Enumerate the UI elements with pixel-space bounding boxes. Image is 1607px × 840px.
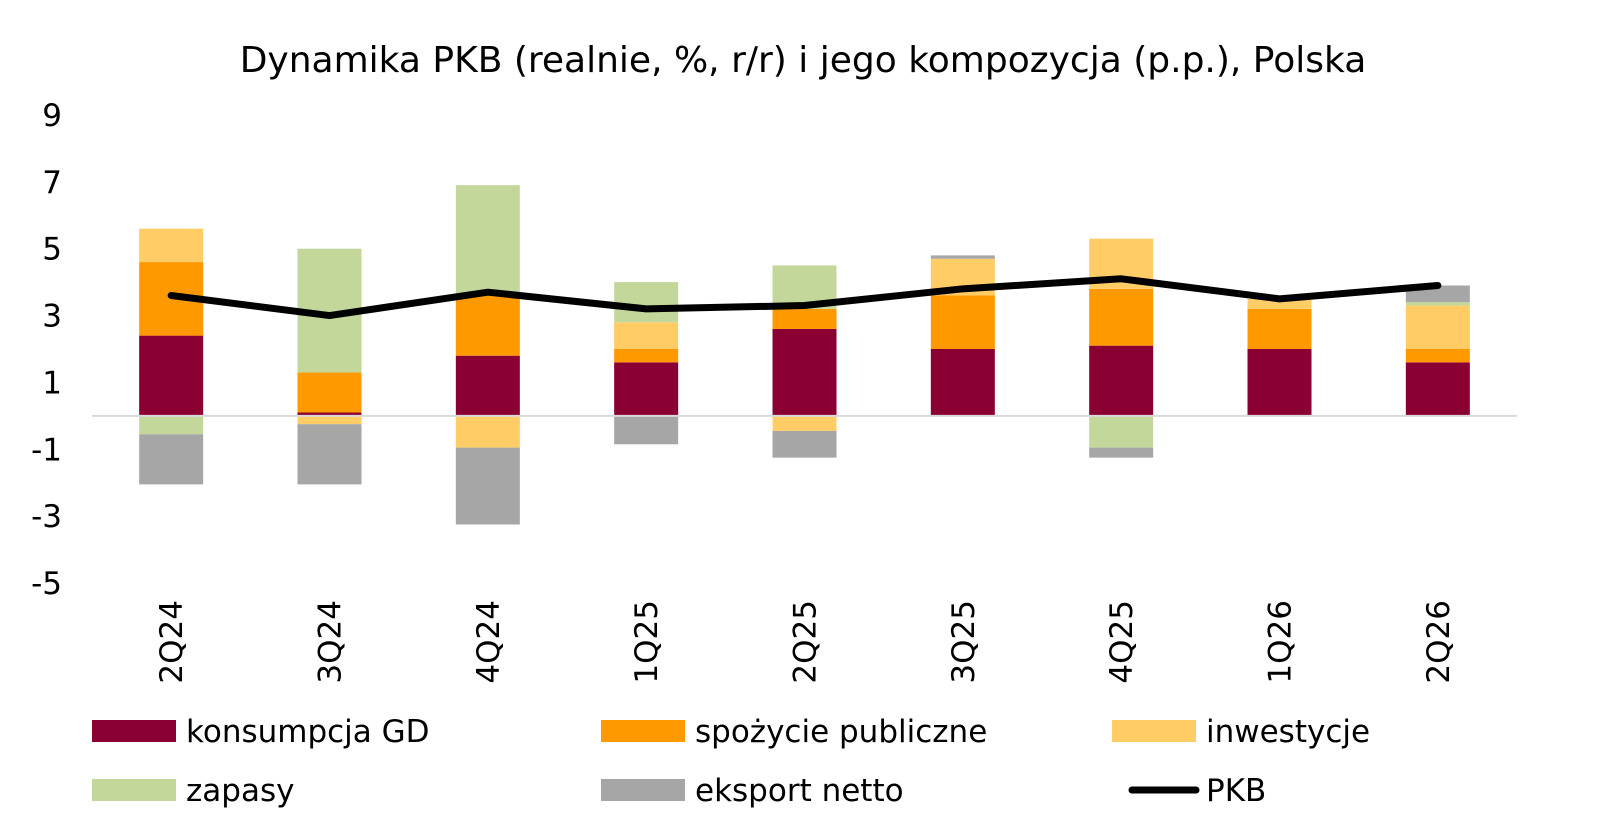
point-pkb-4q24 xyxy=(487,291,489,293)
point-pkb-2q25 xyxy=(804,305,805,307)
y-tick-label: -3 xyxy=(31,499,62,535)
legend-item-zapasy: zapasy xyxy=(92,773,294,809)
bar-eksport-netto-3q25 xyxy=(930,255,995,259)
bar-eksport-netto-2q24 xyxy=(139,434,204,485)
chart-title: Dynamika PKB (realnie, %, r/r) i jego ko… xyxy=(240,40,1367,81)
x-tick-label: 2Q26 xyxy=(1421,600,1457,684)
point-pkb-2q24 xyxy=(170,295,172,297)
bar-konsumpcja-gd-1q26 xyxy=(1247,349,1312,416)
bar-konsumpcja-gd-3q24 xyxy=(297,412,362,416)
legend-swatch-eksport-netto xyxy=(601,779,685,801)
bar-eksport-netto-3q24 xyxy=(297,424,362,485)
legend: konsumpcja GD spożycie publiczne inwestycj… xyxy=(92,714,1370,809)
bar-eksport-netto-1q25 xyxy=(614,415,679,445)
x-tick-label: 1Q26 xyxy=(1263,600,1299,684)
legend-swatch-konsumpcja-gd xyxy=(92,720,176,742)
bar-konsumpcja-gd-4q24 xyxy=(455,355,520,416)
bar-spozycie-publiczne-3q25 xyxy=(930,295,995,349)
legend-label-eksport-netto: eksport netto xyxy=(695,773,904,809)
y-tick-label: 9 xyxy=(42,98,62,134)
legend-swatch-spozycie-publiczne xyxy=(601,720,685,742)
bar-inwestycje-2q24 xyxy=(139,228,204,263)
bar-konsumpcja-gd-2q25 xyxy=(772,328,837,416)
x-tick-label: 3Q24 xyxy=(313,600,349,684)
bar-inwestycje-2q25 xyxy=(772,415,837,431)
x-tick-label: 2Q24 xyxy=(154,600,190,684)
x-tick-label: 3Q25 xyxy=(946,600,982,684)
point-pkb-2q26 xyxy=(1437,284,1439,286)
bar-eksport-netto-4q24 xyxy=(455,447,520,525)
bar-spozycie-publiczne-3q24 xyxy=(297,372,362,413)
bar-konsumpcja-gd-3q25 xyxy=(930,349,995,416)
y-tick-label: 3 xyxy=(42,299,62,335)
bars-layer xyxy=(139,185,1470,525)
y-tick-label: -1 xyxy=(31,432,62,468)
legend-label-spozycie-publiczne: spożycie publiczne xyxy=(695,714,987,750)
legend-swatch-inwestycje xyxy=(1112,720,1196,742)
bar-spozycie-publiczne-2q26 xyxy=(1405,349,1470,363)
bar-inwestycje-1q25 xyxy=(614,322,679,349)
bar-zapasy-2q26 xyxy=(1405,302,1470,306)
point-pkb-1q26 xyxy=(1279,298,1280,300)
x-axis: 2Q24 3Q24 4Q24 1Q25 2Q25 3Q25 4Q25 1Q26 2Q26 xyxy=(154,600,1457,684)
y-tick-label: 1 xyxy=(42,365,62,401)
legend-item-inwestycje: inwestycje xyxy=(1112,714,1370,750)
bar-spozycie-publiczne-1q26 xyxy=(1247,308,1312,349)
y-tick-label: 7 xyxy=(42,165,62,201)
x-tick-label: 1Q25 xyxy=(629,600,665,684)
bar-spozycie-publiczne-4q25 xyxy=(1089,288,1154,346)
bar-spozycie-publiczne-2q25 xyxy=(772,308,837,329)
bar-konsumpcja-gd-4q25 xyxy=(1089,345,1154,416)
bar-inwestycje-2q26 xyxy=(1405,305,1470,349)
bar-zapasy-2q24 xyxy=(139,415,204,435)
legend-item-eksport-netto: eksport netto xyxy=(601,773,904,809)
legend-item-pkb: PKB xyxy=(1128,773,1266,809)
bar-eksport-netto-2q25 xyxy=(772,430,837,458)
x-tick-label: 2Q25 xyxy=(788,600,824,684)
legend-item-spozycie-publiczne: spożycie publiczne xyxy=(601,714,987,750)
bar-spozycie-publiczne-4q24 xyxy=(455,295,520,356)
legend-label-konsumpcja-gd: konsumpcja GD xyxy=(186,714,430,750)
bar-inwestycje-3q24 xyxy=(297,415,362,425)
bar-zapasy-4q24 xyxy=(455,185,520,296)
bar-eksport-netto-4q25 xyxy=(1089,447,1154,458)
point-pkb-1q25 xyxy=(645,308,647,310)
line-layer xyxy=(167,275,1442,320)
point-pkb-3q24 xyxy=(329,315,330,317)
bar-inwestycje-4q24 xyxy=(455,415,520,448)
y-tick-label: -5 xyxy=(31,566,62,602)
x-tick-label: 4Q24 xyxy=(471,600,507,684)
legend-label-zapasy: zapasy xyxy=(186,773,294,809)
legend-label-pkb: PKB xyxy=(1206,773,1266,809)
legend-label-inwestycje: inwestycje xyxy=(1206,714,1370,750)
point-pkb-4q25 xyxy=(1120,278,1122,280)
legend-item-konsumpcja-gd: konsumpcja GD xyxy=(92,714,430,750)
y-tick-label: 5 xyxy=(42,232,62,268)
bar-inwestycje-1q26 xyxy=(1247,298,1312,309)
bar-konsumpcja-gd-1q25 xyxy=(614,362,679,416)
bar-zapasy-1q25 xyxy=(614,282,679,323)
bar-spozycie-publiczne-1q25 xyxy=(614,349,679,363)
x-tick-label: 4Q25 xyxy=(1104,600,1140,684)
bar-konsumpcja-gd-2q24 xyxy=(139,335,204,416)
bar-zapasy-4q25 xyxy=(1089,415,1154,448)
point-pkb-3q25 xyxy=(962,288,964,290)
bar-konsumpcja-gd-2q26 xyxy=(1405,362,1470,416)
legend-swatch-zapasy xyxy=(92,779,176,801)
y-axis: 9 7 5 3 1 -1 -3 -5 xyxy=(31,98,62,602)
